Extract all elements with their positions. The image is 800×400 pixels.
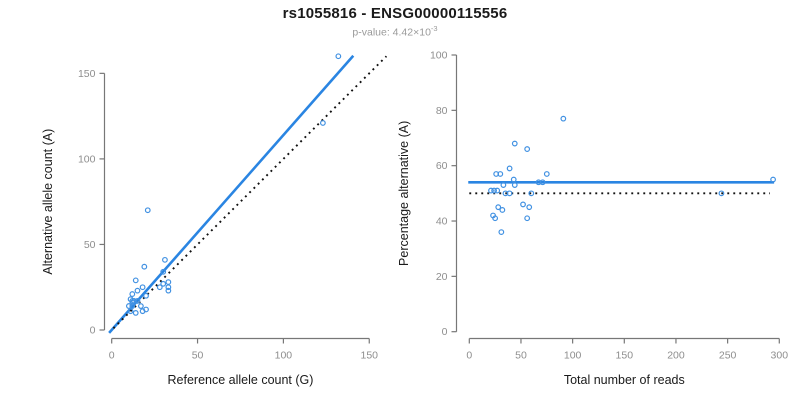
data-point bbox=[500, 182, 507, 188]
data-point bbox=[543, 171, 550, 177]
data-point bbox=[510, 176, 517, 183]
data-point bbox=[137, 303, 144, 309]
x-tick-label: 150 bbox=[616, 350, 634, 362]
data-point bbox=[492, 215, 499, 222]
data-point bbox=[319, 120, 326, 126]
data-point bbox=[520, 201, 526, 208]
x-tick-label: 100 bbox=[275, 350, 293, 362]
y-tick-label: 80 bbox=[436, 105, 448, 117]
data-point bbox=[160, 280, 167, 287]
data-point bbox=[539, 179, 546, 186]
data-point bbox=[498, 229, 505, 235]
data-point bbox=[134, 287, 141, 294]
data-point bbox=[491, 187, 497, 194]
data-point bbox=[132, 309, 139, 316]
y-axis-title: Percentage alternative (A) bbox=[397, 121, 411, 266]
x-axis-title: Total number of reads bbox=[564, 373, 685, 387]
y-tick-label: 40 bbox=[436, 216, 448, 228]
data-point bbox=[511, 182, 518, 188]
x-tick-label: 50 bbox=[192, 350, 204, 362]
x-tick-label: 300 bbox=[771, 350, 789, 362]
data-point bbox=[139, 284, 146, 291]
x-axis-title: Reference allele count (G) bbox=[168, 373, 314, 387]
y-tick-label: 0 bbox=[442, 326, 448, 338]
data-point bbox=[526, 204, 533, 211]
data-point bbox=[770, 176, 776, 183]
data-point bbox=[511, 140, 518, 147]
data-point bbox=[335, 53, 342, 60]
y-tick-label: 100 bbox=[78, 153, 96, 165]
data-point bbox=[494, 187, 501, 194]
data-point bbox=[718, 190, 725, 197]
data-point bbox=[160, 268, 167, 275]
x-tick-label: 0 bbox=[109, 350, 115, 362]
data-point bbox=[125, 303, 132, 309]
x-tick-label: 0 bbox=[466, 350, 472, 362]
pvalue-exponent: -3 bbox=[430, 24, 438, 33]
data-point bbox=[143, 292, 149, 299]
data-point bbox=[127, 308, 134, 315]
data-point bbox=[129, 303, 136, 309]
data-point bbox=[499, 207, 506, 213]
identity-line bbox=[112, 55, 388, 329]
y-axis-title: Alternative allele count (A) bbox=[41, 129, 55, 275]
y-tick-label: 60 bbox=[436, 160, 448, 172]
data-point bbox=[524, 215, 531, 222]
y-tick-label: 50 bbox=[84, 239, 96, 251]
data-point bbox=[134, 298, 141, 304]
x-tick-label: 50 bbox=[515, 350, 527, 362]
pvalue-text: p-value: 4.42×10 bbox=[352, 26, 431, 39]
data-point bbox=[162, 256, 168, 263]
y-tick-label: 20 bbox=[436, 271, 448, 283]
data-point bbox=[129, 291, 136, 297]
right-panel: 0 20 40 60 80 100 0 50 100 150 200 250 300 Total numb… bbox=[397, 50, 788, 388]
left-panel: 0 50 100 150 0 50 100 150 Reference allele count… bbox=[41, 53, 388, 387]
x-tick-label: 250 bbox=[719, 350, 737, 362]
data-point bbox=[141, 263, 148, 270]
figure-subtitle: p-value: 4.42×10-3 bbox=[0, 24, 790, 39]
data-point bbox=[506, 165, 513, 172]
figure-title: rs1055816 - ENSG00000115556 bbox=[282, 5, 508, 22]
data-point bbox=[506, 190, 513, 197]
data-point bbox=[497, 171, 504, 177]
data-point bbox=[165, 279, 172, 285]
data-point bbox=[156, 284, 163, 291]
data-point bbox=[129, 299, 136, 306]
data-point bbox=[495, 204, 502, 211]
data-point bbox=[528, 190, 535, 197]
x-tick-label: 200 bbox=[667, 350, 685, 362]
data-point bbox=[139, 308, 146, 315]
data-point bbox=[144, 207, 151, 214]
x-tick-label: 100 bbox=[564, 350, 582, 362]
data-point bbox=[165, 287, 172, 294]
data-point bbox=[560, 115, 567, 122]
y-tick-label: 150 bbox=[78, 68, 96, 80]
y-tick-label: 100 bbox=[430, 50, 448, 62]
fit-line bbox=[108, 54, 355, 334]
x-tick-label: 150 bbox=[360, 350, 378, 362]
data-point bbox=[165, 284, 172, 291]
y-tick-label: 0 bbox=[90, 325, 96, 337]
data-point bbox=[488, 187, 494, 194]
data-point bbox=[132, 277, 139, 284]
data-point bbox=[524, 146, 531, 152]
